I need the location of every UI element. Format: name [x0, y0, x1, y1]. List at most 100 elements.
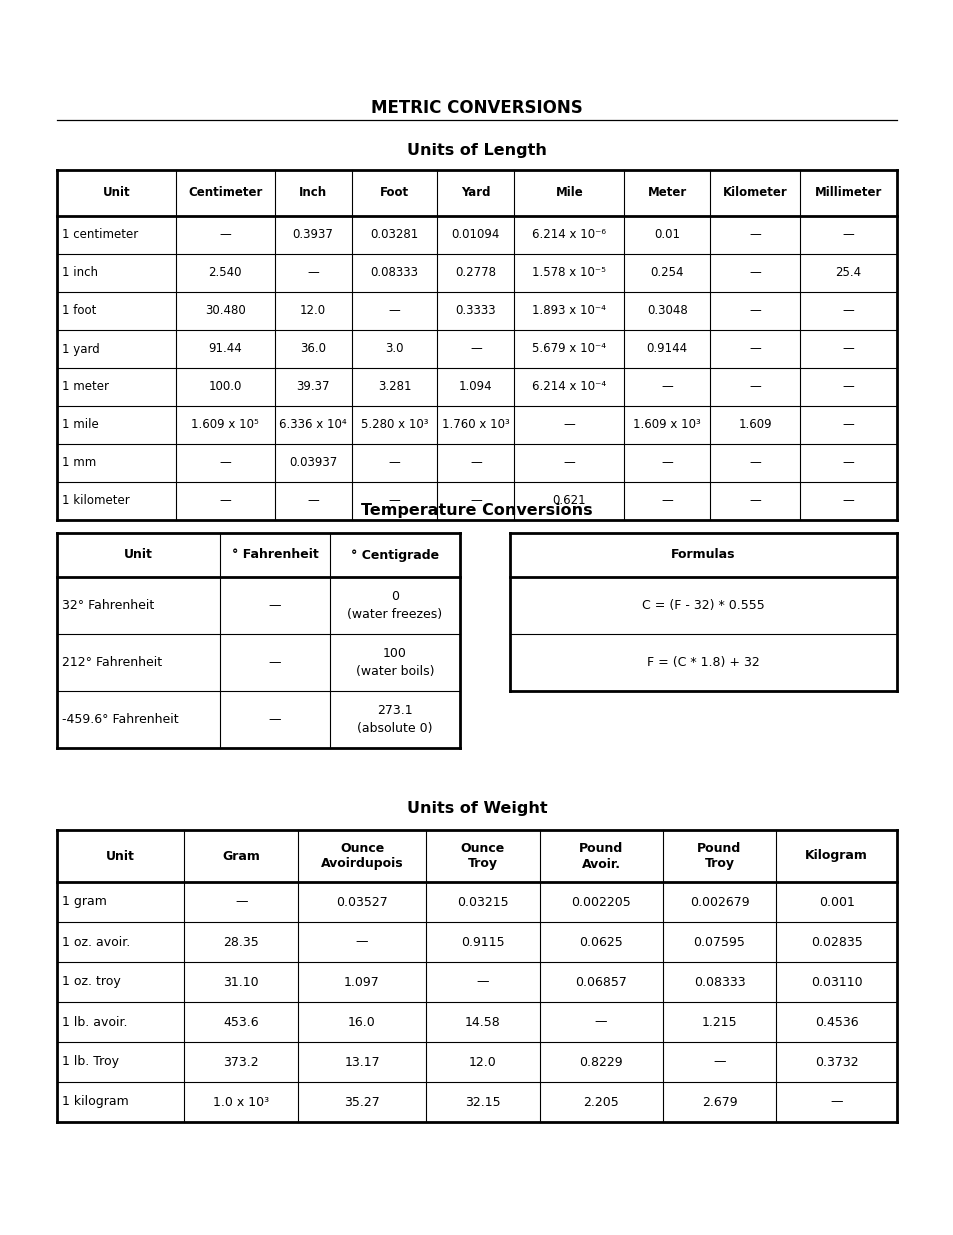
Text: —: — — [748, 305, 760, 317]
Text: —: — — [748, 342, 760, 356]
Text: 1 lb. Troy: 1 lb. Troy — [62, 1056, 119, 1068]
Text: 0.002679: 0.002679 — [689, 895, 748, 909]
Text: Unit: Unit — [106, 850, 135, 862]
Text: 39.37: 39.37 — [296, 380, 330, 394]
Text: 0.2778: 0.2778 — [455, 267, 496, 279]
Text: Units of Length: Units of Length — [407, 142, 546, 158]
Text: 1.094: 1.094 — [458, 380, 492, 394]
Text: 1.0 x 10³: 1.0 x 10³ — [213, 1095, 269, 1109]
Text: 1 gram: 1 gram — [62, 895, 107, 909]
Text: 0.03215: 0.03215 — [456, 895, 508, 909]
Text: 212° Fahrenheit: 212° Fahrenheit — [62, 656, 162, 669]
Text: F = (C * 1.8) + 32: F = (C * 1.8) + 32 — [646, 656, 760, 669]
Text: 0.8229: 0.8229 — [578, 1056, 622, 1068]
Text: —: — — [660, 380, 673, 394]
Text: —: — — [307, 267, 318, 279]
Text: 14.58: 14.58 — [464, 1015, 500, 1029]
Text: —: — — [269, 656, 281, 669]
Text: —: — — [748, 228, 760, 242]
Text: —: — — [355, 935, 368, 948]
Text: —: — — [470, 342, 481, 356]
Text: —: — — [841, 305, 854, 317]
Text: —: — — [388, 494, 400, 508]
Text: Unit: Unit — [103, 186, 130, 200]
Text: 30.480: 30.480 — [205, 305, 245, 317]
Text: 1.097: 1.097 — [344, 976, 379, 988]
Text: Meter: Meter — [647, 186, 686, 200]
Text: 0.03110: 0.03110 — [810, 976, 862, 988]
Text: 91.44: 91.44 — [208, 342, 242, 356]
Text: Mile: Mile — [555, 186, 582, 200]
Text: —: — — [269, 599, 281, 613]
Text: 0.02835: 0.02835 — [810, 935, 862, 948]
Text: Pound
Avoir.: Pound Avoir. — [578, 841, 622, 871]
Text: 0.08333: 0.08333 — [693, 976, 744, 988]
Text: C = (F - 32) * 0.555: C = (F - 32) * 0.555 — [641, 599, 764, 613]
Text: 25.4: 25.4 — [835, 267, 861, 279]
Text: —: — — [269, 713, 281, 726]
Text: 453.6: 453.6 — [223, 1015, 259, 1029]
Text: 1 inch: 1 inch — [62, 267, 98, 279]
Text: 0.4536: 0.4536 — [814, 1015, 858, 1029]
Text: 1 foot: 1 foot — [62, 305, 96, 317]
Text: —: — — [748, 380, 760, 394]
Text: 6.214 x 10⁻⁶: 6.214 x 10⁻⁶ — [532, 228, 606, 242]
Text: 1 meter: 1 meter — [62, 380, 109, 394]
Text: Millimeter: Millimeter — [814, 186, 882, 200]
Text: —: — — [841, 457, 854, 469]
Text: —: — — [234, 895, 248, 909]
Text: Unit: Unit — [124, 548, 152, 562]
Text: Gram: Gram — [222, 850, 260, 862]
Text: 1.609 x 10³: 1.609 x 10³ — [633, 419, 700, 431]
Text: Units of Weight: Units of Weight — [406, 800, 547, 815]
Text: 0.3333: 0.3333 — [456, 305, 496, 317]
Text: —: — — [713, 1056, 725, 1068]
Text: —: — — [841, 342, 854, 356]
Text: 2.679: 2.679 — [700, 1095, 737, 1109]
Text: —: — — [748, 494, 760, 508]
Text: Inch: Inch — [299, 186, 327, 200]
Text: 0.001: 0.001 — [818, 895, 854, 909]
Text: 1.760 x 10³: 1.760 x 10³ — [441, 419, 509, 431]
Text: 100.0: 100.0 — [209, 380, 242, 394]
Text: —: — — [829, 1095, 842, 1109]
Text: —: — — [470, 457, 481, 469]
Text: 0.01094: 0.01094 — [451, 228, 499, 242]
Text: 5.679 x 10⁻⁴: 5.679 x 10⁻⁴ — [532, 342, 606, 356]
Text: 1.609: 1.609 — [738, 419, 771, 431]
Text: 1 yard: 1 yard — [62, 342, 100, 356]
Text: —: — — [660, 494, 673, 508]
Text: Kilometer: Kilometer — [722, 186, 787, 200]
Text: 35.27: 35.27 — [344, 1095, 379, 1109]
Text: 36.0: 36.0 — [300, 342, 326, 356]
Text: 6.214 x 10⁻⁴: 6.214 x 10⁻⁴ — [532, 380, 606, 394]
Text: 0.3048: 0.3048 — [646, 305, 687, 317]
Text: 0.0625: 0.0625 — [578, 935, 622, 948]
Text: 1.578 x 10⁻⁵: 1.578 x 10⁻⁵ — [532, 267, 606, 279]
Text: 3.0: 3.0 — [385, 342, 403, 356]
Text: Temperature Conversions: Temperature Conversions — [361, 503, 592, 517]
Text: 0.3732: 0.3732 — [814, 1056, 858, 1068]
Text: —: — — [841, 494, 854, 508]
Text: 1 centimeter: 1 centimeter — [62, 228, 138, 242]
Text: —: — — [307, 494, 318, 508]
Text: -459.6° Fahrenheit: -459.6° Fahrenheit — [62, 713, 178, 726]
Text: —: — — [470, 494, 481, 508]
Text: 32.15: 32.15 — [464, 1095, 500, 1109]
Text: 12.0: 12.0 — [468, 1056, 497, 1068]
Text: —: — — [563, 419, 575, 431]
Text: —: — — [748, 267, 760, 279]
Text: 2.540: 2.540 — [209, 267, 242, 279]
Text: —: — — [219, 457, 231, 469]
Text: Ounce
Troy: Ounce Troy — [460, 841, 504, 871]
Text: 273.1
(absolute 0): 273.1 (absolute 0) — [356, 704, 433, 735]
Text: —: — — [841, 228, 854, 242]
Text: 0.002205: 0.002205 — [571, 895, 630, 909]
Text: 1 kilogram: 1 kilogram — [62, 1095, 129, 1109]
Text: 1 mm: 1 mm — [62, 457, 96, 469]
Text: 12.0: 12.0 — [300, 305, 326, 317]
Text: 0.03527: 0.03527 — [335, 895, 388, 909]
Text: —: — — [219, 228, 231, 242]
Text: —: — — [660, 457, 673, 469]
Text: 16.0: 16.0 — [348, 1015, 375, 1029]
